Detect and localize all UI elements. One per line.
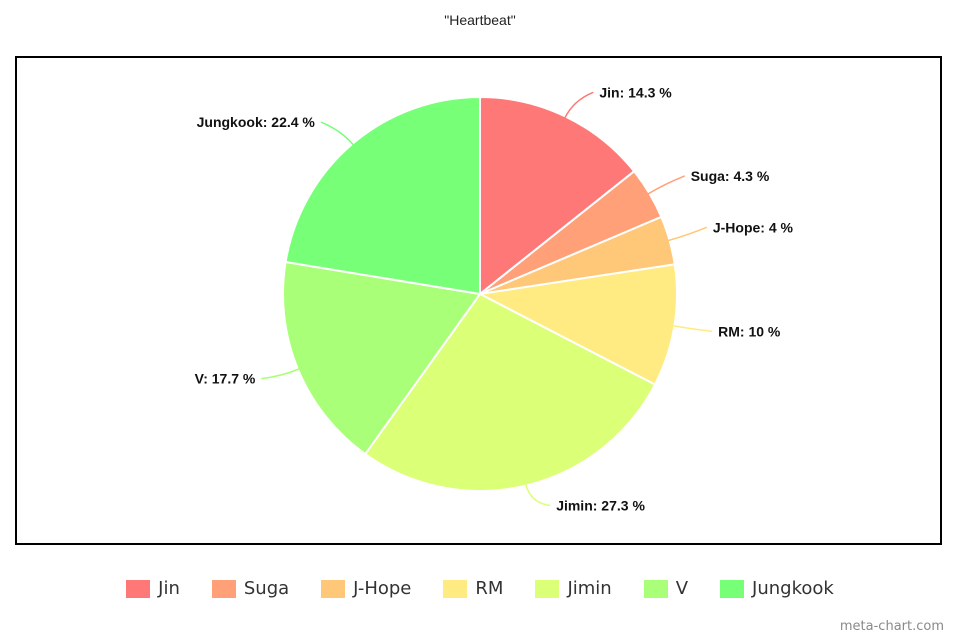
leader-line-jin bbox=[564, 91, 594, 119]
legend-label: RM bbox=[475, 578, 504, 599]
legend-swatch bbox=[720, 579, 745, 598]
legend-item-jin[interactable]: Jin bbox=[126, 578, 180, 599]
slice-label-j-hope: J-Hope: 4 % bbox=[713, 219, 794, 235]
legend-swatch bbox=[211, 579, 236, 598]
leader-line-rm bbox=[672, 324, 713, 333]
leader-line-jungkook bbox=[320, 121, 355, 146]
legend-label: Jin bbox=[158, 578, 180, 599]
slice-label-suga: Suga: 4.3 % bbox=[691, 168, 770, 184]
legend-item-rm[interactable]: RM bbox=[443, 578, 503, 599]
legend-label: J-Hope bbox=[353, 578, 412, 599]
leader-line-j-hope bbox=[667, 226, 708, 242]
watermark: meta-chart.com bbox=[839, 619, 944, 634]
legend-label: Jimin bbox=[567, 578, 612, 599]
legend-item-j-hope[interactable]: J-Hope bbox=[321, 578, 411, 599]
leader-line-suga bbox=[647, 175, 685, 195]
legend-label: V bbox=[675, 578, 689, 599]
legend-swatch bbox=[321, 579, 346, 598]
pie-chart: Jin: 14.3 % Suga: 4.3 % J-Hope: 4 % RM: 10 … bbox=[195, 84, 794, 513]
slice-label-jungkook: Jungkook: 22.4 % bbox=[197, 114, 316, 130]
legend-swatch bbox=[126, 579, 151, 598]
legend-swatch bbox=[535, 579, 560, 598]
leader-line-v bbox=[261, 367, 301, 380]
legend-item-jungkook[interactable]: Jungkook bbox=[720, 578, 834, 599]
legend-item-suga[interactable]: Suga bbox=[211, 578, 290, 599]
slice-label-jimin: Jimin: 27.3 % bbox=[556, 497, 645, 513]
slice-label-rm: RM: 10 % bbox=[718, 323, 781, 339]
legend: Jin Suga J-Hope RM Jimin V Jungkook bbox=[0, 578, 960, 599]
legend-label: Suga bbox=[243, 578, 290, 599]
legend-swatch bbox=[643, 579, 668, 598]
legend-label: Jungkook bbox=[752, 578, 834, 599]
chart-title: "Heartbeat" bbox=[444, 12, 516, 28]
leader-line-jimin bbox=[524, 483, 551, 507]
legend-swatch bbox=[443, 579, 468, 598]
slice-label-jin: Jin: 14.3 % bbox=[599, 84, 672, 100]
legend-item-jimin[interactable]: Jimin bbox=[535, 578, 612, 599]
legend-item-v[interactable]: V bbox=[643, 578, 689, 599]
slice-label-v: V: 17.7 % bbox=[195, 371, 256, 387]
